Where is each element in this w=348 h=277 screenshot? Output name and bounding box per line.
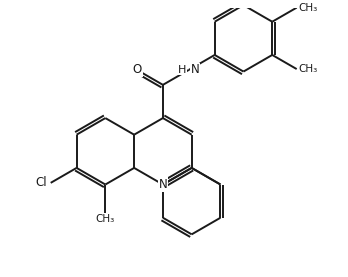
- Text: CH₃: CH₃: [298, 64, 318, 74]
- Text: CH₃: CH₃: [96, 214, 115, 224]
- Text: N: N: [190, 63, 199, 76]
- Text: H: H: [178, 65, 186, 75]
- Text: N: N: [159, 178, 167, 191]
- Text: O: O: [132, 63, 142, 76]
- Text: Cl: Cl: [36, 176, 47, 189]
- Text: CH₃: CH₃: [298, 2, 318, 13]
